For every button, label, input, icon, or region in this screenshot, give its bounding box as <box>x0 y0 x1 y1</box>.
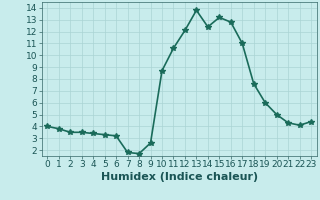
X-axis label: Humidex (Indice chaleur): Humidex (Indice chaleur) <box>100 172 258 182</box>
